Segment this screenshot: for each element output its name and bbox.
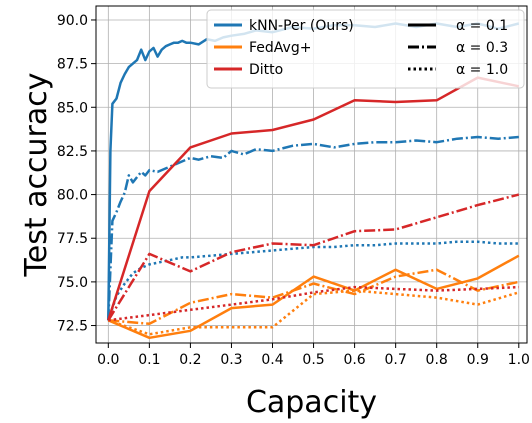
series-line-ditto-alpha-0-1: [107, 76, 520, 321]
x-tick-label: 0.1: [138, 352, 160, 368]
y-axis-label: Test accuracy: [19, 73, 54, 278]
series-line-ditto-alpha-0-3: [107, 193, 520, 321]
x-tick-label: 0.6: [343, 352, 365, 368]
x-tick-label: 0.0: [97, 352, 119, 368]
legend-alpha-label: α = 1.0: [456, 62, 508, 78]
y-tick-label: 82.5: [57, 144, 88, 160]
x-axis-label: Capacity: [246, 385, 377, 420]
series-line-knn-per-ours-alpha-1-0: [107, 240, 519, 321]
y-tick-label: 85.0: [57, 100, 88, 116]
x-tick-label: 0.9: [467, 352, 489, 368]
series-line-fedavg-alpha-0-1: [107, 254, 520, 340]
legend-alpha-label: α = 0.3: [456, 40, 508, 56]
axis-ticks: 0.0 0.1 0.2 0.3 0.4 0.5 0.6 0.7 0.8 0.9 1.0 72.5 75.…: [57, 13, 530, 368]
y-tick-label: 87.5: [57, 57, 88, 73]
y-tick-label: 90.0: [57, 13, 88, 29]
x-tick-label: 0.5: [302, 352, 324, 368]
x-tick-label: 1.0: [508, 352, 530, 368]
x-tick-label: 0.7: [385, 352, 407, 368]
legend-box: [206, 9, 525, 89]
x-tick-label: 0.8: [426, 352, 448, 368]
y-tick-label: 75.0: [57, 275, 88, 291]
y-tick-label: 77.5: [57, 231, 88, 247]
legend-method-label: kNN-Per (Ours): [249, 18, 354, 34]
x-tick-label: 0.2: [179, 352, 201, 368]
y-tick-label: 72.5: [57, 319, 88, 335]
y-tick-label: 80.0: [57, 188, 88, 204]
legend: kNN-Per (Ours) FedAvg+ Ditto α = 0.1 α = 0.3…: [206, 9, 525, 89]
legend-method-label: Ditto: [249, 62, 283, 78]
series-line-knn-per-ours-alpha-0-3: [107, 135, 519, 321]
x-tick-label: 0.3: [220, 352, 242, 368]
legend-alpha-label: α = 0.1: [456, 18, 508, 34]
legend-method-label: FedAvg+: [249, 40, 311, 56]
plot-frame: [95, 5, 528, 344]
x-tick-label: 0.4: [261, 352, 283, 368]
series-line-fedavg-alpha-0-3: [108, 268, 520, 326]
